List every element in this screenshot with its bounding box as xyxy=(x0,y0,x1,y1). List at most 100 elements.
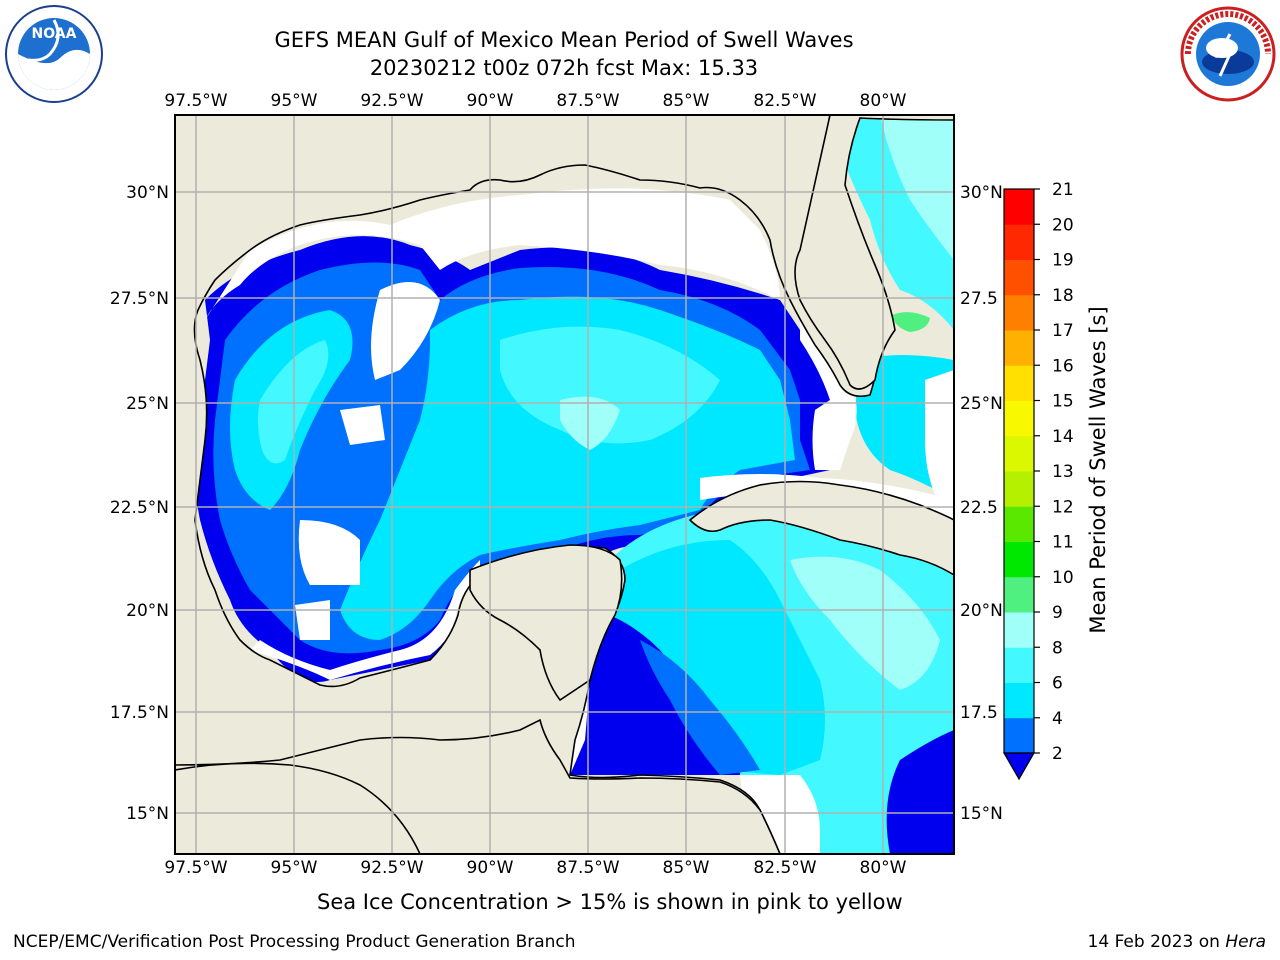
lon-labels-top: 97.5°W 95°W 92.5°W 90°W 87.5°W 85°W 82.5… xyxy=(164,91,906,111)
colorbar-label: Mean Period of Swell Waves [s] xyxy=(1086,306,1110,633)
colorbar-tick-label: 18 xyxy=(1052,286,1074,306)
gridlines xyxy=(175,115,954,854)
lon-label: 80°W xyxy=(860,91,907,111)
colorbar-tick-label: 20 xyxy=(1052,215,1074,235)
atlantic-green-spot xyxy=(892,312,930,332)
lon-labels-bottom: 97.5°W 95°W 92.5°W 90°W 87.5°W 85°W 82.5… xyxy=(164,858,906,878)
nodata-south-gulf xyxy=(250,560,480,680)
colorbar-segment xyxy=(1004,717,1034,754)
colorbar-tick-label: 6 xyxy=(1052,674,1063,694)
nodata-patch-3 xyxy=(371,282,440,380)
coastlines xyxy=(175,115,954,854)
colorbar-tick-label: 11 xyxy=(1052,533,1074,553)
yucatan-channel-mid xyxy=(640,640,760,775)
nodata-patch-4 xyxy=(295,600,330,640)
colorbar-segment xyxy=(1004,612,1034,648)
colorbar-segment xyxy=(1004,576,1034,613)
colorbar-tick-label: 13 xyxy=(1052,462,1074,482)
colorbar-tick-label: 9 xyxy=(1052,603,1063,623)
colorbar: 2 4 6 8 9 10 11 12 13 14 15 16 17 18 19 20 21 xyxy=(1002,180,1074,781)
map-area xyxy=(175,115,954,854)
colorbar-segment xyxy=(1004,647,1034,683)
colorbar-segment xyxy=(1004,189,1034,225)
sea-ice-note: Sea Ice Concentration > 15% is shown in … xyxy=(317,890,903,914)
lat-label: 17.5 xyxy=(960,703,998,723)
footer-host: Hera xyxy=(1225,932,1266,952)
colorbar-tick-label: 14 xyxy=(1052,427,1074,447)
chart-subtitle: 20230212 t00z 072h fcst Max: 15.33 xyxy=(369,56,759,80)
lon-label: 90°W xyxy=(467,858,514,878)
colorbar-extend-arrow xyxy=(1002,752,1036,781)
colorbar-segment xyxy=(1004,541,1034,578)
chart-title: GEFS MEAN Gulf of Mexico Mean Period of … xyxy=(274,28,854,52)
lat-label: 27.5 xyxy=(960,289,998,309)
lat-label: 30°N xyxy=(960,183,1003,203)
nodata-patch-1 xyxy=(340,405,385,445)
atlantic-light xyxy=(880,115,954,260)
nodata-fl-coast xyxy=(800,320,857,470)
central-america xyxy=(175,718,781,854)
nws-logo xyxy=(1180,6,1276,102)
lon-label: 85°W xyxy=(663,858,710,878)
colorbar-tick-label: 17 xyxy=(1052,321,1074,341)
cuba xyxy=(688,480,954,576)
footer-producer: NCEP/EMC/Verification Post Processing Pr… xyxy=(13,932,576,952)
lon-label: 80°W xyxy=(860,858,907,878)
lon-label: 90°W xyxy=(467,91,514,111)
caribbean-light xyxy=(790,556,940,690)
colorbar-segment xyxy=(1004,471,1034,507)
lon-label: 97.5°W xyxy=(164,91,227,111)
colorbar-segment xyxy=(1004,435,1034,472)
colorbar-segment xyxy=(1004,259,1034,296)
lat-labels-right: 30°N 27.5 25°N 22.5 20°N 17.5 15°N xyxy=(960,183,1003,824)
lat-label: 15°N xyxy=(960,804,1003,824)
caribbean-east-dark xyxy=(886,730,954,854)
lat-label: 15°N xyxy=(126,804,169,824)
colorbar-segment xyxy=(1004,400,1034,437)
colorbar-tick-label: 12 xyxy=(1052,497,1074,517)
lat-label: 17.5°N xyxy=(110,703,169,723)
colorbar-tick-label: 15 xyxy=(1052,392,1074,412)
colorbar-tick-label: 21 xyxy=(1052,180,1074,200)
colorbar-tick-label: 19 xyxy=(1052,251,1074,271)
lat-label: 20°N xyxy=(960,601,1003,621)
colorbar-segment xyxy=(1004,224,1034,260)
lat-labels-left: 30°N 27.5°N 25°N 22.5°N 20°N 17.5°N 15°N xyxy=(110,183,169,824)
noaa-logo: NOAA xyxy=(5,5,103,103)
lat-label: 30°N xyxy=(126,183,169,203)
footer-date: 14 Feb 2023 on Hera xyxy=(1088,932,1266,952)
colorbar-tick-label: 10 xyxy=(1052,568,1074,588)
colorbar-tick-label: 16 xyxy=(1052,356,1074,376)
gulf-light-patch-2 xyxy=(560,396,620,450)
swell-period-field xyxy=(175,115,954,854)
lon-label: 85°W xyxy=(663,91,710,111)
colorbar-segment xyxy=(1004,506,1034,542)
colorbar-segment xyxy=(1004,682,1034,719)
nodata-coast-north xyxy=(205,188,780,320)
colorbar-tick-label: 4 xyxy=(1052,709,1063,729)
florida-peninsula xyxy=(794,115,954,390)
lon-label: 87.5°W xyxy=(556,91,619,111)
colorbar-segment xyxy=(1004,294,1034,331)
lon-label: 95°W xyxy=(271,858,318,878)
colorbar-tick-label: 2 xyxy=(1052,744,1063,764)
colorbar-tick-label: 8 xyxy=(1052,638,1063,658)
nodata-patch-2 xyxy=(298,520,360,585)
gulf-west-tongue-light xyxy=(257,340,329,464)
lon-label: 87.5°W xyxy=(556,858,619,878)
lon-label: 92.5°W xyxy=(360,91,423,111)
lon-label: 95°W xyxy=(271,91,318,111)
lat-label: 25°N xyxy=(126,394,169,414)
gulf-light-patch xyxy=(500,326,720,444)
lon-label: 92.5°W xyxy=(360,858,423,878)
lat-label: 20°N xyxy=(126,601,169,621)
lat-label: 25°N xyxy=(960,394,1003,414)
lon-label: 82.5°W xyxy=(753,91,816,111)
lat-label: 22.5 xyxy=(960,498,998,518)
svg-text:NOAA: NOAA xyxy=(32,26,77,42)
lat-label: 22.5°N xyxy=(110,498,169,518)
footer-date-text: 14 Feb 2023 on xyxy=(1087,932,1226,952)
colorbar-segment xyxy=(1004,330,1034,366)
lon-label: 97.5°W xyxy=(164,858,227,878)
